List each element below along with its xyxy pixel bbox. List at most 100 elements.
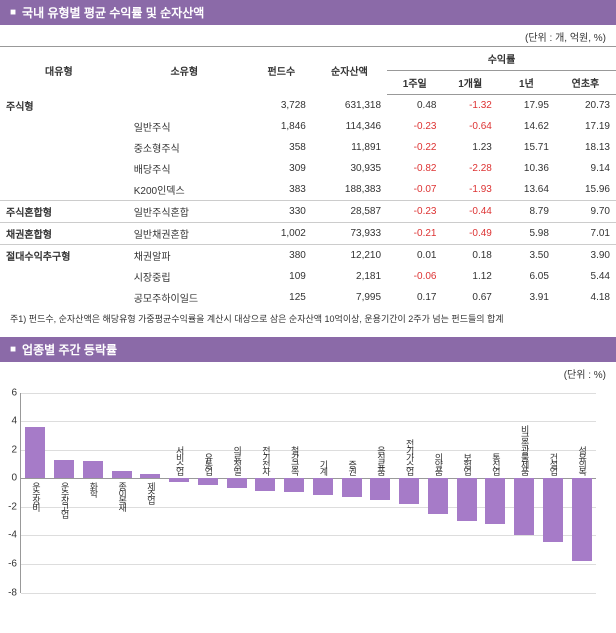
- bar-column: 운수장비: [21, 393, 50, 593]
- bar: [342, 478, 362, 497]
- table-cell: 17.95: [498, 95, 555, 116]
- table-cell: [0, 116, 118, 137]
- bar-column: 음식료품: [366, 393, 395, 593]
- table-cell: 1.12: [442, 266, 497, 287]
- y-axis-label: 0: [0, 473, 17, 484]
- table-cell: 7,995: [312, 287, 387, 308]
- table-cell: 15.96: [555, 179, 616, 201]
- th-returns: 수익률: [387, 47, 616, 71]
- table-cell: 13.64: [498, 179, 555, 201]
- bar: [83, 461, 103, 478]
- y-axis-label: -2: [0, 501, 17, 512]
- y-axis-label: -4: [0, 530, 17, 541]
- table-cell: 125: [251, 287, 312, 308]
- table-cell: 0.01: [387, 244, 442, 266]
- table-cell: 3.91: [498, 287, 555, 308]
- table-cell: 6.05: [498, 266, 555, 287]
- bar-column: 건설업: [539, 393, 568, 593]
- bar: [169, 478, 189, 482]
- table-unit: (단위 : 개, 억원, %): [0, 25, 616, 46]
- table-cell: 4.18: [555, 287, 616, 308]
- x-axis-label: 전기전자: [261, 446, 270, 474]
- table-cell: 10.36: [498, 158, 555, 179]
- table-cell: 8.79: [498, 200, 555, 222]
- table-cell: 73,933: [312, 222, 387, 244]
- x-axis-label: 기계: [318, 460, 327, 474]
- bar-column: 화학: [79, 393, 108, 593]
- x-axis-label: 철강금속: [290, 446, 299, 474]
- table-cell: 채권알파: [118, 244, 251, 266]
- table-cell: -0.49: [442, 222, 497, 244]
- x-axis-label: 증권: [347, 460, 356, 474]
- bar: [543, 478, 563, 542]
- table-cell: -0.82: [387, 158, 442, 179]
- x-axis-label: 통신업: [491, 453, 500, 474]
- table-cell: 9.14: [555, 158, 616, 179]
- table-cell: 시장중립: [118, 266, 251, 287]
- th-ytd: 연초후: [555, 71, 616, 95]
- table-cell: -1.32: [442, 95, 497, 116]
- table-cell: 절대수익추구형: [0, 244, 118, 266]
- table-cell: [0, 158, 118, 179]
- table-cell: [0, 287, 118, 308]
- table-cell: [118, 95, 251, 116]
- bar-column: 철강금속: [280, 393, 309, 593]
- table-cell: 383: [251, 179, 312, 201]
- table-cell: -0.23: [387, 200, 442, 222]
- x-axis-label: 의약품: [433, 453, 442, 474]
- x-axis-label: 보험업: [462, 453, 471, 474]
- bar: [313, 478, 333, 495]
- table-cell: 28,587: [312, 200, 387, 222]
- chart-unit: (단위 : %): [0, 362, 616, 383]
- table-cell: 5.98: [498, 222, 555, 244]
- table-cell: 309: [251, 158, 312, 179]
- bar: [140, 474, 160, 478]
- table-cell: 330: [251, 200, 312, 222]
- bar-column: 기계: [309, 393, 338, 593]
- x-axis-label: 비금속광물제품: [520, 425, 529, 474]
- bar: [428, 478, 448, 514]
- bar: [25, 427, 45, 478]
- table-cell: 2,181: [312, 266, 387, 287]
- bar-column: 제조업: [136, 393, 165, 593]
- table-cell: 7.01: [555, 222, 616, 244]
- x-axis-label: 운수장비: [31, 482, 40, 510]
- y-axis-label: 2: [0, 444, 17, 455]
- chart-section-title: 업종별 주간 등락률: [0, 337, 616, 362]
- bar-column: 전기가스업: [395, 393, 424, 593]
- bar: [572, 478, 592, 561]
- x-axis-label: 섬유의복: [577, 446, 586, 474]
- x-axis-label: 건설업: [548, 453, 557, 474]
- bar-column: 종이목재: [107, 393, 136, 593]
- x-axis-label: 음식료품: [376, 446, 385, 474]
- bar: [255, 478, 275, 491]
- y-axis-label: -6: [0, 558, 17, 569]
- y-axis-label: 4: [0, 416, 17, 427]
- bar-column: 유통업: [194, 393, 223, 593]
- x-axis-label: 의료정밀: [232, 446, 241, 474]
- table-cell: 공모주하이일드: [118, 287, 251, 308]
- table-cell: 0.18: [442, 244, 497, 266]
- x-axis-label: 제조업: [146, 482, 155, 503]
- table-cell: 17.19: [555, 116, 616, 137]
- table-cell: 0.67: [442, 287, 497, 308]
- table-footnote: 주1) 펀드수, 순자산액은 해당유형 가중평균수익률을 계산시 대상으로 삼은…: [0, 308, 616, 337]
- x-axis-label: 전기가스업: [405, 439, 414, 474]
- bar-column: 통신업: [481, 393, 510, 593]
- bar-column: 서비스업: [165, 393, 194, 593]
- table-cell: 1,002: [251, 222, 312, 244]
- y-axis-label: -8: [0, 587, 17, 598]
- table-cell: 배당주식: [118, 158, 251, 179]
- bar-column: 운수창고업: [50, 393, 79, 593]
- y-axis-label: 6: [0, 387, 17, 398]
- bar: [198, 478, 218, 485]
- table-cell: 일반채권혼합: [118, 222, 251, 244]
- bar: [370, 478, 390, 499]
- x-axis-label: 서비스업: [175, 446, 184, 474]
- x-axis-label: 화학: [88, 482, 97, 496]
- table-body: 주식형3,728631,3180.48-1.3217.9520.73일반주식1,…: [0, 95, 616, 308]
- table-cell: 0.17: [387, 287, 442, 308]
- table-cell: -0.22: [387, 137, 442, 158]
- bar: [284, 478, 304, 492]
- table-cell: 114,346: [312, 116, 387, 137]
